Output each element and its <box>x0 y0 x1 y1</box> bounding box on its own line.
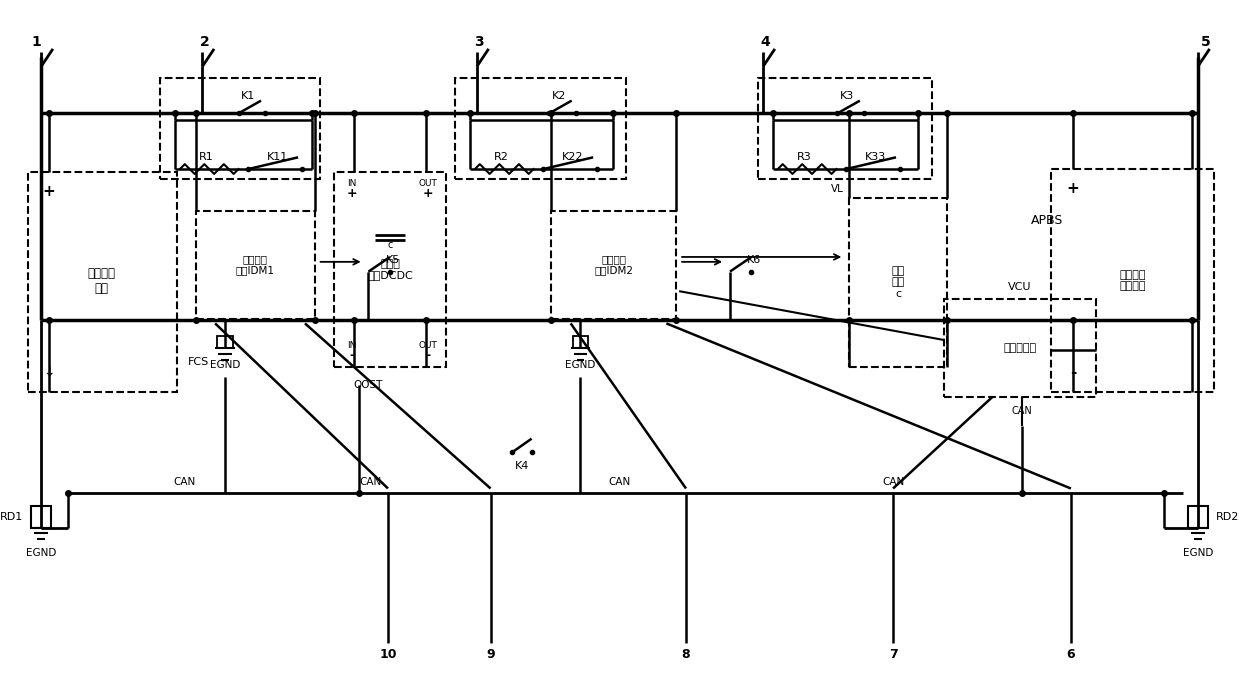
Bar <box>31 506 51 528</box>
Text: -: - <box>1069 364 1075 379</box>
Text: +: + <box>1067 181 1079 196</box>
Text: 燃料电池
模块: 燃料电池 模块 <box>88 267 115 295</box>
Bar <box>456 78 627 179</box>
Text: K22: K22 <box>563 152 584 163</box>
Bar <box>758 78 932 179</box>
Text: CAN: CAN <box>882 477 904 487</box>
Text: K4: K4 <box>514 461 529 471</box>
Text: OOST: OOST <box>354 380 383 390</box>
Text: EGND: EGND <box>26 548 57 558</box>
Text: K1: K1 <box>242 90 255 101</box>
Text: K5: K5 <box>385 255 400 265</box>
Text: +: + <box>347 187 357 200</box>
Text: +: + <box>422 187 434 200</box>
Text: K33: K33 <box>865 152 886 163</box>
Bar <box>217 336 233 347</box>
Text: K3: K3 <box>840 90 855 101</box>
Text: CAN: CAN <box>173 477 196 487</box>
Text: EGND: EGND <box>1183 548 1213 558</box>
Text: 非隔离
升压DCDC: 非隔离 升压DCDC <box>367 259 413 280</box>
Text: R3: R3 <box>797 152 812 163</box>
Text: OUT: OUT <box>419 341 437 350</box>
Bar <box>849 199 947 367</box>
Text: EGND: EGND <box>209 360 240 371</box>
Text: 9: 9 <box>486 648 494 661</box>
Text: K6: K6 <box>747 255 762 265</box>
Text: 1: 1 <box>31 35 41 49</box>
Text: K2: K2 <box>551 90 566 101</box>
Text: -: - <box>349 349 354 362</box>
Bar <box>1052 169 1213 392</box>
Text: +: + <box>42 184 56 199</box>
Bar <box>551 211 676 318</box>
Text: 整车
负载
c: 整车 负载 c <box>891 266 904 299</box>
Bar <box>160 78 320 179</box>
Text: -: - <box>425 349 431 362</box>
Bar <box>335 172 446 367</box>
Bar <box>1188 506 1208 528</box>
Text: 6: 6 <box>1067 648 1075 661</box>
Text: RD2: RD2 <box>1215 512 1239 522</box>
Text: OUT: OUT <box>419 180 437 188</box>
Text: 8: 8 <box>681 648 690 661</box>
Text: 5: 5 <box>1201 35 1211 49</box>
Text: CAN: CAN <box>359 477 382 487</box>
Text: CAN: CAN <box>1012 407 1032 416</box>
Text: 辅助动力
电池模块: 辅助动力 电池模块 <box>1119 269 1146 291</box>
Text: FCS: FCS <box>188 358 209 367</box>
Text: K11: K11 <box>266 152 289 163</box>
Text: EGND: EGND <box>565 360 596 371</box>
Text: IN: IN <box>347 180 357 188</box>
Text: APBS: APBS <box>1031 214 1063 227</box>
Text: ↓: ↓ <box>43 365 55 379</box>
Bar <box>196 211 315 318</box>
Text: VCU: VCU <box>1009 282 1032 292</box>
Bar <box>27 172 177 392</box>
Text: 2: 2 <box>199 35 209 49</box>
Bar <box>944 299 1097 396</box>
Text: 整车控制器: 整车控制器 <box>1004 343 1037 353</box>
Text: VL: VL <box>831 184 844 194</box>
Text: 10: 10 <box>379 648 396 661</box>
Text: R1: R1 <box>199 152 213 163</box>
Text: c: c <box>388 240 393 250</box>
Text: 3: 3 <box>475 35 483 49</box>
Text: 绝缘监测
模块IDM2: 绝缘监测 模块IDM2 <box>595 254 633 275</box>
Bar <box>572 336 589 347</box>
Text: 绝缘监测
模块IDM1: 绝缘监测 模块IDM1 <box>235 254 275 275</box>
Text: R2: R2 <box>494 152 509 163</box>
Text: RD1: RD1 <box>0 512 24 522</box>
Text: IN: IN <box>347 341 357 350</box>
Text: CAN: CAN <box>608 477 631 487</box>
Text: 7: 7 <box>888 648 897 661</box>
Text: 4: 4 <box>761 35 769 49</box>
